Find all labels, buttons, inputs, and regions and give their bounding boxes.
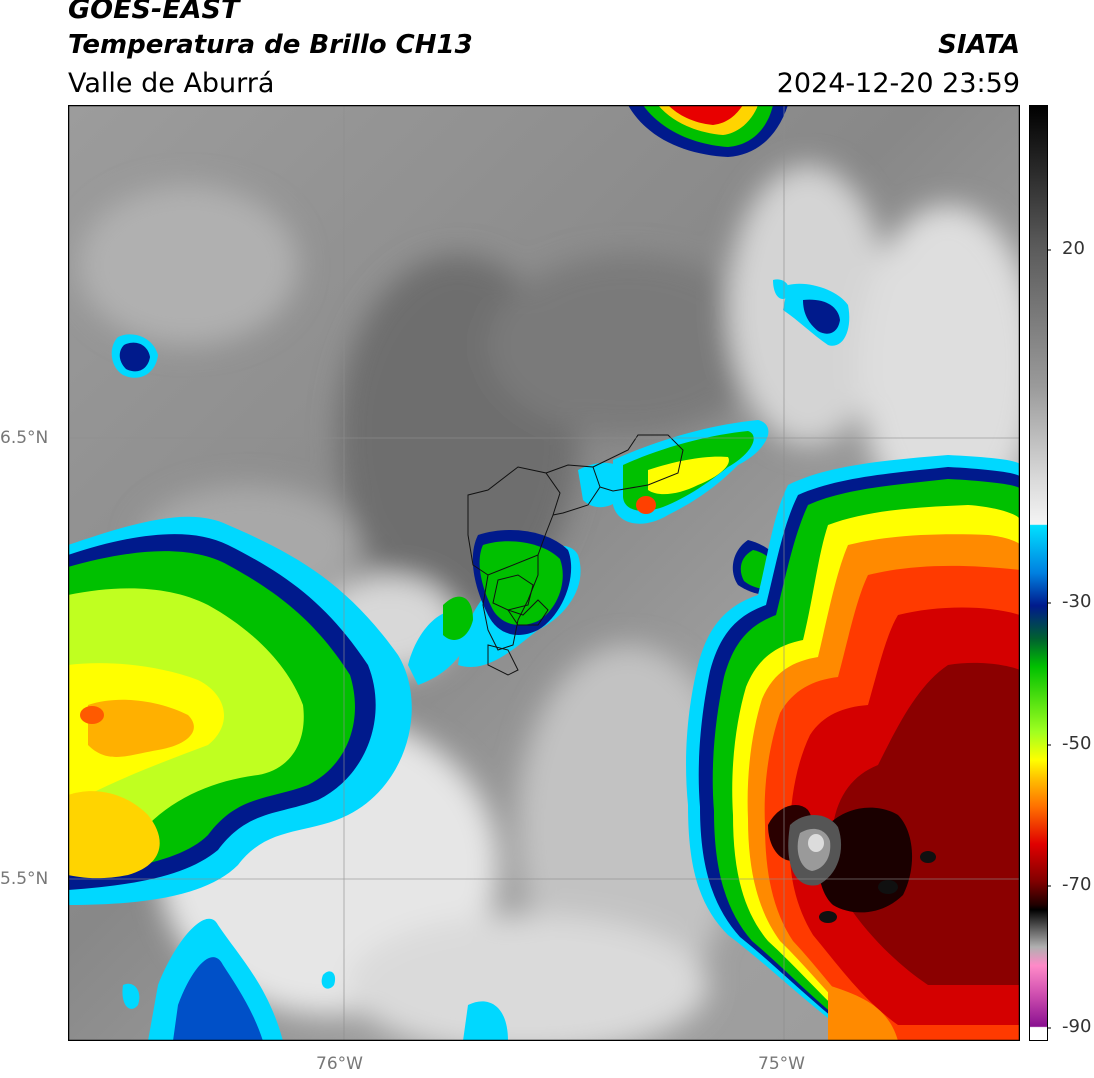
satellite-title: GOES-EAST xyxy=(68,0,240,25)
southeast-mesoscale-convective-system xyxy=(686,455,1020,1041)
colorbar-label-20: 20 xyxy=(1062,238,1085,259)
colorbar-label-minus-70: -70 xyxy=(1062,874,1092,895)
colorbar-label-minus-30: -30 xyxy=(1062,591,1092,612)
aburra-municipality-borders xyxy=(467,434,684,676)
lat-label-5-5n: 5.5°N xyxy=(0,869,49,889)
north-cloud-cells xyxy=(111,105,850,378)
lon-label-76w: 76°W xyxy=(316,1054,363,1074)
colorbar-label-minus-50: -50 xyxy=(1062,733,1092,754)
satellite-map[interactable] xyxy=(68,105,1020,1041)
lon-label-75w: 75°W xyxy=(758,1054,805,1074)
colorbar xyxy=(1029,105,1051,1041)
south-cloud-cells xyxy=(122,918,508,1041)
agency-label: SIATA xyxy=(938,30,1020,60)
datetime-label: 2024-12-20 23:59 xyxy=(776,68,1020,99)
map-frame xyxy=(68,105,1020,1041)
colorbar-gradient xyxy=(1029,105,1048,1041)
lat-label-6-5n: 6.5°N xyxy=(0,428,49,448)
west-convective-cloud xyxy=(68,516,412,905)
product-title: Temperatura de Brillo CH13 xyxy=(68,30,473,60)
colorbar-label-minus-90: -90 xyxy=(1062,1016,1092,1037)
region-subtitle: Valle de Aburrá xyxy=(68,68,275,99)
map-gridlines xyxy=(68,105,1020,1041)
